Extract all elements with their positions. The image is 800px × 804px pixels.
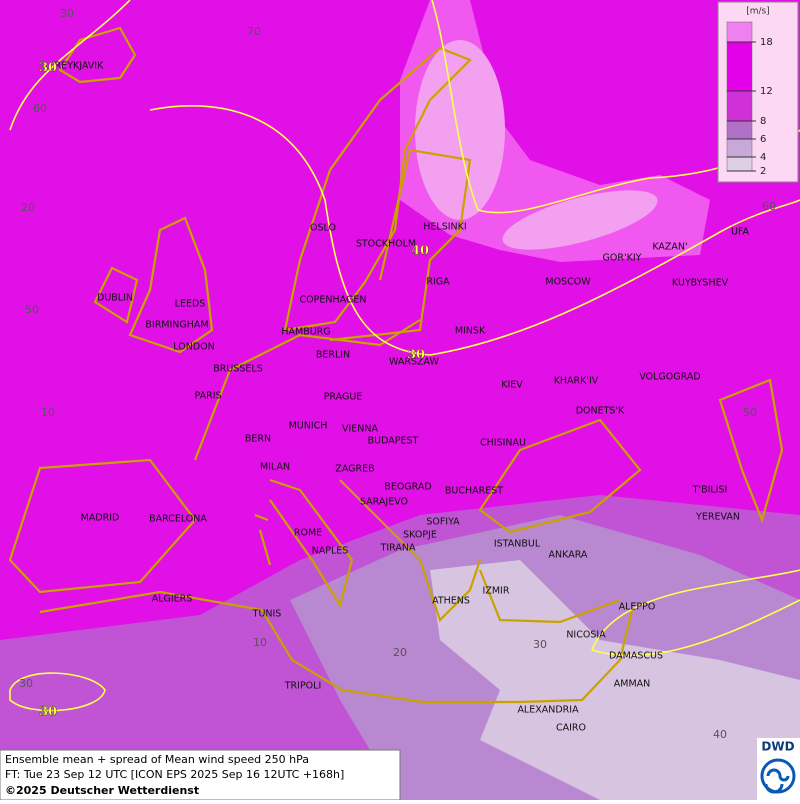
city-label: MADRID: [81, 513, 120, 524]
city-label: KUYBYSHEV: [672, 278, 729, 289]
city-label: BERLIN: [316, 350, 350, 361]
grid-label: 30: [19, 677, 33, 690]
logo-icon: [760, 758, 796, 794]
legend: [m/s] 2 4 6 8 12 18: [717, 1, 799, 183]
city-label: PRAGUE: [324, 392, 363, 403]
city-label: ALEXANDRIA: [517, 705, 579, 716]
city-label: BUDAPEST: [368, 436, 419, 447]
legend-unit: [m/s]: [746, 7, 770, 17]
city-label: ISTANBUL: [494, 539, 541, 550]
grid-label: 40: [713, 728, 727, 741]
city-label: IZMIR: [483, 586, 510, 597]
city-label: UFA: [731, 227, 750, 238]
grid-label: 60: [33, 102, 47, 115]
city-label: OSLO: [310, 223, 336, 234]
city-label: ALGIERS: [152, 594, 193, 605]
city-label: LEEDS: [175, 299, 206, 310]
speed-zone: [415, 40, 505, 220]
city-label: YEREVAN: [695, 512, 740, 523]
city-label: STOCKHOLM: [356, 239, 416, 250]
legend-label: 2: [760, 166, 766, 177]
grid-label: 10: [41, 406, 55, 419]
contour-label: 30: [407, 348, 425, 363]
legend-band: [726, 41, 753, 92]
footer-forecast: FT: Tue 23 Sep 12 UTC [ICON EPS 2025 Sep…: [5, 768, 344, 781]
city-label: KIEV: [501, 380, 523, 391]
legend-label: 12: [760, 86, 773, 97]
speed-zone: [502, 190, 658, 250]
city-label: ANKARA: [549, 550, 588, 561]
city-label: REYKJAVIK: [55, 61, 104, 72]
city-label: GOR'KIY: [603, 253, 642, 264]
city-label: CHISINAU: [480, 438, 526, 449]
coastlines: [8, 26, 784, 704]
city-label: HELSINKI: [423, 222, 466, 233]
city-label: ATHENS: [432, 596, 470, 607]
city-label: TRIPOLI: [284, 681, 322, 692]
city-label: HAMBURG: [281, 327, 330, 338]
grid-label: 50: [25, 303, 39, 316]
city-label: KHARK'IV: [554, 376, 599, 387]
city-label: BUCHAREST: [445, 486, 503, 497]
grid-label: 60: [762, 200, 776, 213]
city-label: KAZAN': [652, 242, 687, 253]
city-label: MOSCOW: [545, 277, 591, 288]
contour-label: 30: [39, 705, 57, 720]
city-label: MILAN: [260, 462, 290, 473]
city-label: VOLGOGRAD: [639, 372, 700, 383]
grid-label: 10: [253, 636, 267, 649]
city-label: DAMASCUS: [609, 651, 663, 662]
legend-band: [726, 90, 753, 122]
grid-label: 20: [21, 201, 35, 214]
grid-label: 20: [393, 646, 407, 659]
legend-label: 4: [760, 152, 766, 163]
city-label: TIRANA: [380, 543, 416, 554]
city-label: ALEPPO: [619, 602, 656, 613]
city-label: ZAGREB: [335, 464, 374, 475]
city-label: BIRMINGHAM: [145, 320, 208, 331]
city-label: SKOPJE: [403, 530, 437, 541]
legend-band: [726, 156, 753, 172]
city-label: TUNIS: [252, 609, 282, 620]
city-label: VIENNA: [342, 424, 379, 435]
city-label: SARAJEVO: [360, 497, 408, 508]
city-label: PARIS: [194, 391, 221, 402]
city-label: MINSK: [455, 326, 486, 337]
city-label: AMMAN: [614, 679, 651, 690]
city-label: NAPLES: [312, 546, 349, 557]
grid-label: 70: [247, 25, 261, 38]
city-label: WARSZAW: [389, 357, 439, 368]
contour-label: 40: [411, 244, 429, 259]
logo-text: DWD: [761, 740, 794, 754]
contour-label: 30: [39, 61, 57, 76]
city-label: CAIRO: [556, 723, 586, 734]
city-label: DONETS'K: [576, 406, 625, 417]
city-label: NICOSIA: [566, 630, 606, 641]
city-label: RIGA: [426, 277, 450, 288]
city-label: BARCELONA: [149, 514, 207, 525]
grid-label: 30: [533, 638, 547, 651]
city-label: T'BILISI: [692, 485, 728, 496]
city-label: SOFIYA: [426, 517, 460, 528]
footer-copyright: ©2025 Deutscher Wetterdienst: [5, 784, 199, 797]
legend-band: [726, 138, 753, 158]
grid-label: 50: [743, 406, 757, 419]
legend-label: 18: [760, 37, 773, 48]
legend-band: [726, 120, 753, 140]
legend-band: [726, 21, 753, 43]
city-label: DUBLIN: [97, 293, 133, 304]
city-label: BEOGRAD: [384, 482, 431, 493]
legend-label: 8: [760, 116, 766, 127]
city-label: BERN: [245, 434, 271, 445]
city-label: MUNICH: [289, 421, 328, 432]
city-label: BRUSSELS: [213, 364, 262, 375]
city-label: LONDON: [173, 342, 214, 353]
footer-title: Ensemble mean + spread of Mean wind spee…: [5, 753, 309, 766]
legend-label: 6: [760, 134, 766, 145]
city-label: COPENHAGEN: [300, 295, 367, 306]
city-label: ROME: [294, 528, 322, 539]
grid-label: 30: [60, 7, 74, 20]
